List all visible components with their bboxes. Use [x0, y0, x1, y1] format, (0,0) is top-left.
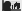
Bar — [4, 7, 5, 8]
Bar — [6, 7, 7, 8]
Bar — [3, 8, 4, 9]
Bar — [14, 6, 15, 7]
